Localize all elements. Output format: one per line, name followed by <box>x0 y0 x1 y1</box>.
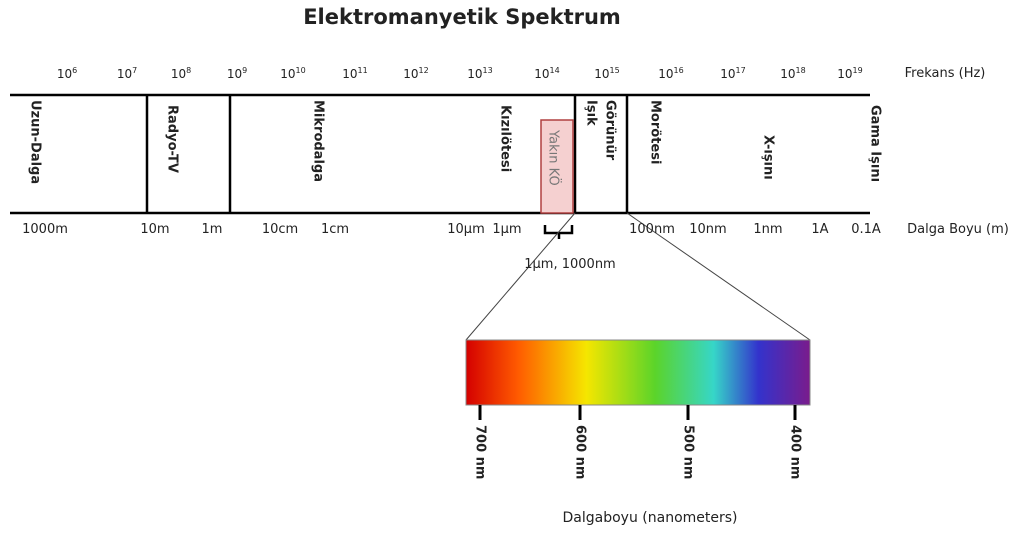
wavelength-tick: 1nm <box>753 222 782 237</box>
wavelength-tick: 1µm <box>492 222 521 237</box>
wavelength-tick: 10nm <box>689 222 726 237</box>
visible-spectrum <box>465 339 811 406</box>
tick-base: 10 <box>227 67 242 81</box>
visible-tick-label: 400 nm <box>788 425 803 479</box>
frequency-tick: 1016 <box>658 66 683 81</box>
tick-base: 10 <box>280 67 295 81</box>
wavelength-tick: 10cm <box>262 222 298 237</box>
tick-base: 10 <box>171 67 186 81</box>
frequency-tick: 1019 <box>837 66 862 81</box>
bracket <box>543 225 574 239</box>
tick-exponent: 8 <box>186 66 191 75</box>
tick-base: 10 <box>467 67 482 81</box>
frequency-tick: 1011 <box>342 66 367 81</box>
tick-exponent: 9 <box>242 66 247 75</box>
band-label: X-ışını <box>761 135 776 180</box>
tick-base: 10 <box>534 67 549 81</box>
tick-exponent: 17 <box>736 66 746 75</box>
visible-tick-label: 500 nm <box>681 425 696 479</box>
tick-exponent: 16 <box>674 66 684 75</box>
tick-base: 10 <box>780 67 795 81</box>
frequency-label: Frekans (Hz) <box>905 66 986 81</box>
tick-exponent: 13 <box>483 66 493 75</box>
tick-base: 10 <box>403 67 418 81</box>
wavelength-label: Dalga Boyu (m) <box>907 222 1009 237</box>
tick-base: 10 <box>837 67 852 81</box>
frequency-tick: 109 <box>227 66 247 81</box>
frequency-tick: 1017 <box>720 66 745 81</box>
band-label: Mikrodalga <box>311 100 326 182</box>
visible-tick-label: 700 nm <box>473 425 488 479</box>
tick-exponent: 18 <box>796 66 806 75</box>
tick-base: 10 <box>720 67 735 81</box>
band-label: Işık <box>584 100 599 126</box>
bracket-label: 1µm, 1000nm <box>524 257 615 272</box>
band-label: Gama Işını <box>868 105 883 182</box>
band-label: Yakın KÖ <box>546 129 563 186</box>
band-label: Radyo-TV <box>165 105 180 173</box>
tick-exponent: 12 <box>419 66 429 75</box>
frequency-tick: 1014 <box>534 66 559 81</box>
band-label: Uzun-Dalga <box>28 100 43 184</box>
frequency-tick: 1015 <box>594 66 619 81</box>
frequency-tick: 1013 <box>467 66 492 81</box>
zoom-lines <box>465 212 811 341</box>
wavelength-tick: 100nm <box>629 222 675 237</box>
wavelength-tick: 0.1A <box>851 222 881 237</box>
wavelength-tick: 10m <box>140 222 169 237</box>
wavelength-tick: 1000m <box>22 222 68 237</box>
visible-ticks <box>478 405 797 420</box>
frequency-tick: 1012 <box>403 66 428 81</box>
frequency-tick: 1018 <box>780 66 805 81</box>
band-label: Kızılötesi <box>498 105 513 172</box>
tick-base: 10 <box>594 67 609 81</box>
wavelength-tick: 1m <box>202 222 223 237</box>
title: Elektromanyetik Spektrum <box>303 5 621 29</box>
tick-base: 10 <box>342 67 357 81</box>
frequency-tick: 108 <box>171 66 191 81</box>
tick-base: 10 <box>57 67 72 81</box>
frequency-tick: 106 <box>57 66 77 81</box>
visible-axis-label: Dalgaboyu (nanometers) <box>563 510 738 526</box>
band-label: Morötesi <box>648 100 663 164</box>
visible-tick-label: 600 nm <box>573 425 588 479</box>
wavelength-tick: 1cm <box>321 222 349 237</box>
tick-exponent: 14 <box>550 66 560 75</box>
tick-base: 10 <box>117 67 132 81</box>
frequency-tick: 107 <box>117 66 137 81</box>
tick-exponent: 15 <box>610 66 620 75</box>
tick-exponent: 10 <box>296 66 306 75</box>
wavelength-tick: 1A <box>811 222 828 237</box>
tick-base: 10 <box>658 67 673 81</box>
spectrum-frame <box>10 93 870 215</box>
wavelength-tick: 10µm <box>447 222 484 237</box>
band-label: Görünür <box>603 100 618 161</box>
tick-exponent: 19 <box>853 66 863 75</box>
tick-exponent: 7 <box>132 66 137 75</box>
tick-exponent: 6 <box>72 66 77 75</box>
near-ir-box <box>540 119 574 214</box>
tick-exponent: 11 <box>358 66 368 75</box>
frequency-tick: 1010 <box>280 66 305 81</box>
